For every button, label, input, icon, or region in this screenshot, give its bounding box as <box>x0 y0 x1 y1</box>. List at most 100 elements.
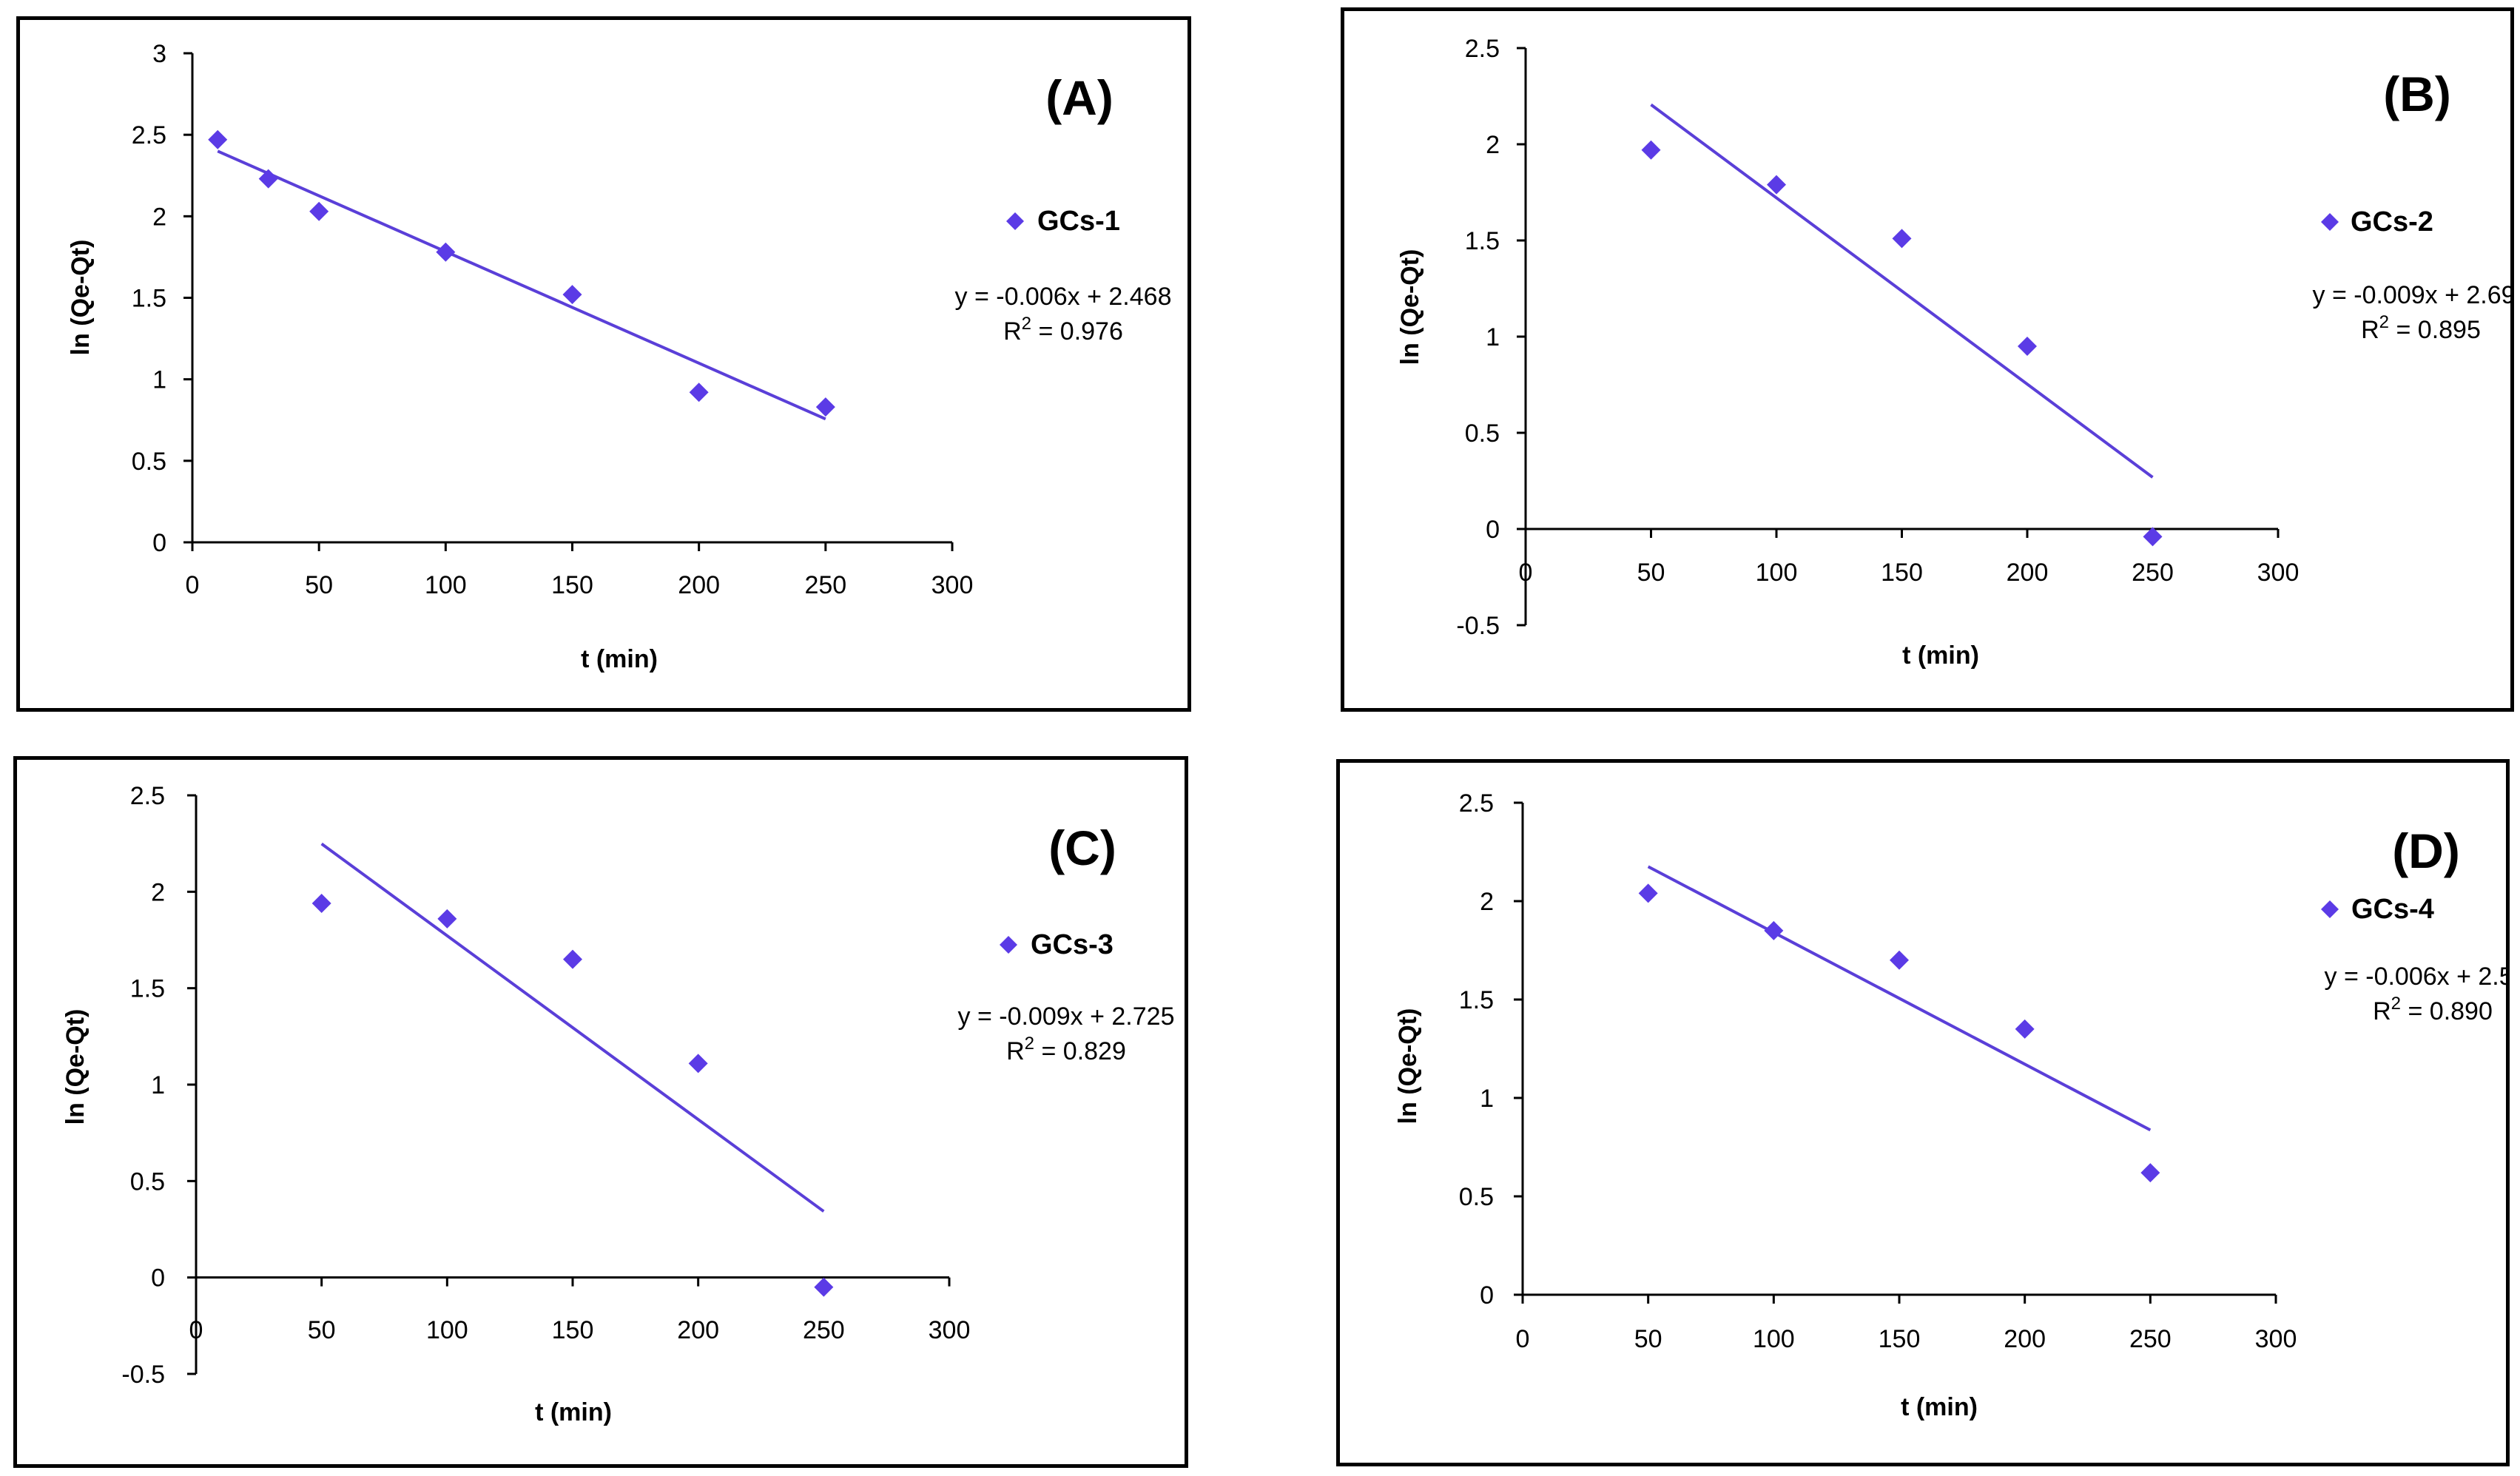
chart-c-data-point <box>563 949 582 969</box>
chart-d-x-tick-label: 50 <box>1634 1325 1662 1353</box>
chart-a-x-tick-label: 250 <box>804 571 846 599</box>
chart-b-legend-label: GCs-2 <box>2351 206 2433 237</box>
chart-c-trend-equation: y = -0.009x + 2.725 <box>958 1002 1175 1031</box>
chart-d-x-tick-label: 300 <box>2255 1325 2297 1353</box>
chart-d-data-point <box>2015 1019 2035 1039</box>
chart-b-data-point <box>1641 140 1661 160</box>
chart-b-data-point <box>1892 229 1912 249</box>
chart-b-trend-equation: y = -0.009x + 2.690 <box>2313 281 2510 309</box>
chart-b-plot: -0.5 0 0.5 1 1.5 2 2.5 0 50 100 150 200 250 300 t (min… <box>1396 35 2510 670</box>
chart-c-x-tick-label: 250 <box>803 1316 845 1344</box>
chart-c-legend-label: GCs-3 <box>1031 929 1114 960</box>
chart-a-data-point <box>436 242 456 262</box>
chart-a-legend-label: GCs-1 <box>1037 206 1120 237</box>
chart-d-y-axis-title: ln (Qe-Qt) <box>1394 1008 1422 1125</box>
chart-panel-b: -0.5 0 0.5 1 1.5 2 2.5 0 50 100 150 200 250 300 t (min… <box>1341 7 2514 712</box>
chart-b-y-tick-label: 2 <box>1486 131 1500 159</box>
chart-c-x-axis-title: t (min) <box>535 1398 612 1426</box>
chart-panel-c: -0.5 0 0.5 1 1.5 2 2.5 0 50 100 150 200 250 300 t (min… <box>13 756 1188 1468</box>
chart-b-legend-marker-icon <box>2321 213 2339 231</box>
chart-a-data-point <box>258 169 278 189</box>
chart-a-r-squared: R2 = 0.976 <box>1003 314 1123 346</box>
chart-b-y-tick-label: 0.5 <box>1465 419 1500 448</box>
chart-c-data-point <box>814 1277 834 1297</box>
chart-d-r-squared: R2 = 0.890 <box>2373 994 2493 1025</box>
chart-a-x-tick-label: 0 <box>186 571 200 599</box>
chart-d-data-point <box>1638 883 1658 903</box>
chart-b-trendline <box>1650 103 2154 479</box>
chart-a-data-point <box>309 201 329 221</box>
chart-d-y-tick-label: 1.5 <box>1459 986 1494 1014</box>
chart-b-data-point <box>1767 175 1786 195</box>
chart-a-x-tick-label: 150 <box>551 571 593 599</box>
chart-a-data-point <box>815 397 835 417</box>
chart-d-x-axis-title: t (min) <box>1901 1393 1978 1421</box>
chart-c-y-tick-label: 2.5 <box>130 782 165 810</box>
chart-b-y-tick-label: 2.5 <box>1465 35 1500 63</box>
chart-b-y-axis-title: ln (Qe-Qt) <box>1396 249 1424 365</box>
chart-a-x-tick-label: 100 <box>425 571 467 599</box>
chart-a-trendline <box>217 149 826 421</box>
chart-b-y-tick-label: -0.5 <box>1456 612 1500 640</box>
chart-panel-a: 0 0.5 1 1.5 2 2.5 3 0 50 100 150 200 250 300 t (min) ln… <box>16 16 1191 712</box>
chart-d-x-tick-label: 250 <box>2129 1325 2172 1353</box>
chart-c-y-tick-label: 2 <box>151 878 165 906</box>
chart-c-data-point <box>437 909 457 929</box>
chart-d-y-tick-label: 0.5 <box>1459 1183 1494 1211</box>
chart-b-data-point <box>2143 527 2163 547</box>
chart-c-r-squared: R2 = 0.829 <box>1006 1034 1126 1065</box>
chart-b-panel-label: (B) <box>2383 67 2451 121</box>
chart-a-y-axis-title: ln (Qe-Qt) <box>67 240 95 356</box>
chart-c-y-tick-label: 1 <box>151 1071 165 1099</box>
chart-c-y-tick-label: -0.5 <box>121 1361 165 1389</box>
chart-c-plot: -0.5 0 0.5 1 1.5 2 2.5 0 50 100 150 200 250 300 t (min… <box>61 782 1175 1426</box>
chart-d-plot: 0 0.5 1 1.5 2 2.5 0 50 100 150 200 250 300 t (min) ln … <box>1394 789 2506 1421</box>
chart-a-plot: 0 0.5 1 1.5 2 2.5 3 0 50 100 150 200 250 300 t (min) ln… <box>67 40 1172 673</box>
chart-a-x-tick-label: 200 <box>678 571 720 599</box>
chart-a-y-tick-label: 2 <box>152 203 166 231</box>
chart-b-x-tick-label: 200 <box>2007 559 2049 587</box>
chart-c-x-tick-label: 300 <box>929 1316 971 1344</box>
chart-d-legend-label: GCs-4 <box>2351 894 2434 925</box>
chart-d-trendline <box>1647 865 2152 1132</box>
chart-a-y-tick-label: 1.5 <box>132 285 166 313</box>
chart-c-y-tick-label: 1.5 <box>130 975 165 1003</box>
chart-a-data-point <box>208 129 228 149</box>
chart-c-trendline <box>320 842 825 1213</box>
chart-b-y-tick-label: 1 <box>1486 323 1500 351</box>
chart-d-legend-marker-icon <box>2321 900 2339 918</box>
chart-d-x-tick-label: 0 <box>1516 1325 1530 1353</box>
chart-c-x-tick-label: 200 <box>677 1316 719 1344</box>
chart-d-y-tick-label: 2.5 <box>1459 789 1494 818</box>
chart-b-x-tick-label: 150 <box>1881 559 1923 587</box>
chart-c-panel-label: (C) <box>1048 820 1116 875</box>
chart-d-data-point <box>2140 1163 2160 1183</box>
chart-b-x-tick-label: 100 <box>1756 559 1798 587</box>
chart-d-y-tick-label: 2 <box>1480 888 1494 916</box>
chart-d-y-tick-label: 0 <box>1480 1281 1494 1310</box>
chart-a-data-point <box>689 383 709 402</box>
chart-b-x-tick-label: 300 <box>2257 559 2300 587</box>
chart-a-legend-marker-icon <box>1006 212 1024 230</box>
chart-c-x-tick-label: 0 <box>189 1316 203 1344</box>
chart-c-data-point <box>311 893 331 913</box>
chart-c-legend-marker-icon <box>1000 936 1017 954</box>
chart-a-trend-equation: y = -0.006x + 2.468 <box>955 283 1172 311</box>
chart-b-x-axis-title: t (min) <box>1902 641 1979 670</box>
chart-d-y-tick-label: 1 <box>1480 1085 1494 1113</box>
chart-d-x-tick-label: 200 <box>2004 1325 2046 1353</box>
chart-panel-d: 0 0.5 1 1.5 2 2.5 0 50 100 150 200 250 300 t (min) ln … <box>1336 759 2510 1466</box>
chart-c-x-tick-label: 100 <box>426 1316 468 1344</box>
chart-a-y-tick-label: 2.5 <box>132 121 166 149</box>
chart-c-y-axis-title: ln (Qe-Qt) <box>61 1009 90 1125</box>
chart-c-x-tick-label: 150 <box>552 1316 594 1344</box>
chart-d-x-tick-label: 150 <box>1879 1325 1921 1353</box>
chart-a-x-tick-label: 300 <box>931 571 974 599</box>
chart-b-y-tick-label: 0 <box>1486 516 1500 544</box>
chart-a-y-tick-label: 1 <box>152 366 166 394</box>
chart-a-y-tick-label: 3 <box>152 40 166 68</box>
chart-b-r-squared: R2 = 0.895 <box>2361 312 2481 344</box>
chart-b-x-tick-label: 0 <box>1519 559 1533 587</box>
chart-c-y-tick-label: 0.5 <box>130 1167 165 1196</box>
chart-a-panel-label: (A) <box>1045 70 1114 125</box>
